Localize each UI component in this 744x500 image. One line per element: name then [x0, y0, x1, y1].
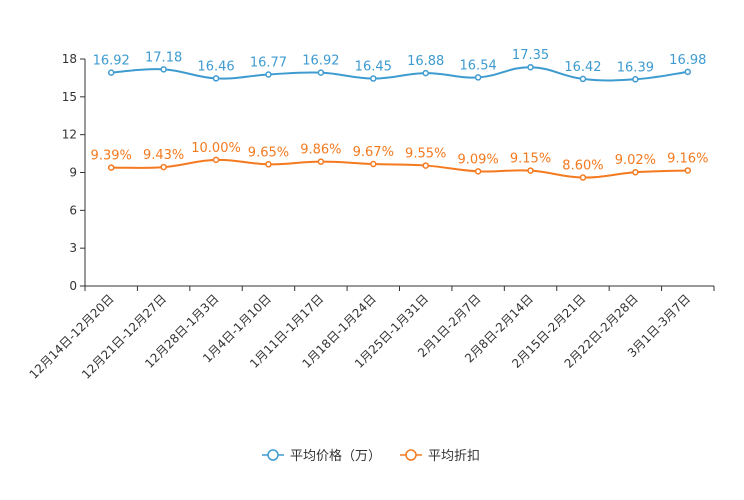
data-label: 9.86% [300, 143, 341, 158]
data-point [684, 68, 692, 76]
y-tick-label: 6 [69, 203, 77, 217]
data-point [527, 167, 534, 174]
data-label: 10.00% [191, 141, 241, 156]
data-label: 17.18 [145, 50, 182, 65]
legend-item-avg-discount: 平均折扣 [400, 449, 480, 464]
data-point [212, 156, 220, 164]
data-label: 9.67% [353, 145, 394, 160]
data-point [632, 168, 639, 176]
data-point [107, 164, 115, 171]
data-point [317, 158, 325, 165]
data-point [265, 161, 272, 168]
data-label: 9.65% [248, 145, 289, 160]
data-label: 16.88 [407, 54, 444, 69]
y-tick-label: 0 [69, 279, 77, 293]
data-label: 16.54 [460, 58, 497, 73]
series-line [111, 66, 688, 82]
data-label: 9.39% [91, 149, 132, 164]
y-tick-label: 3 [69, 241, 77, 255]
x-tick-label: 12月14日-12月20日 [27, 292, 117, 382]
legend-item-avg-price: 平均价格（万） [262, 448, 381, 464]
data-label: 9.02% [615, 153, 656, 168]
data-point [160, 163, 167, 171]
legend: 平均价格（万） 平均折扣 [262, 448, 480, 464]
data-point [160, 66, 167, 73]
data-label: 16.39 [617, 60, 654, 75]
legend-label: 平均价格（万） [290, 448, 381, 464]
legend-marker-icon [267, 449, 279, 461]
y-tick-label: 9 [69, 166, 77, 180]
data-label: 16.42 [564, 60, 601, 75]
data-point [579, 174, 587, 181]
data-point [579, 75, 587, 83]
data-point [317, 69, 325, 76]
data-point [632, 76, 639, 83]
data-point [684, 167, 692, 174]
data-point [422, 69, 429, 77]
data-label: 16.92 [93, 54, 130, 69]
series-avg-price: 16.92 17.18 16.46 16.77 16.92 16.45 16.88 16.54… [93, 48, 706, 83]
data-label: 9.15% [510, 152, 551, 167]
data-point [370, 160, 377, 168]
y-tick-label: 15 [62, 90, 77, 104]
data-point [107, 69, 115, 76]
axes: 036912151812月14日-12月20日12月21日-12月27日12月2… [27, 52, 715, 382]
data-label: 17.35 [512, 48, 549, 63]
data-point [422, 162, 429, 169]
data-label: 9.43% [143, 148, 184, 163]
data-label: 9.55% [405, 147, 446, 162]
data-label: 9.09% [457, 152, 498, 167]
data-label: 9.16% [667, 151, 708, 166]
data-point [474, 168, 482, 175]
data-point [370, 75, 377, 82]
series-avg-discount: 9.39% 9.43% 10.00% 9.65% 9.86% 9.67% 9.55% 9.09… [91, 141, 708, 181]
data-label: 16.46 [197, 59, 234, 74]
data-point [212, 75, 220, 82]
y-tick-label: 18 [62, 52, 77, 66]
data-point [265, 71, 272, 78]
legend-marker-icon [405, 449, 417, 461]
data-label: 16.92 [302, 54, 339, 69]
series-line [111, 158, 688, 179]
data-point [527, 63, 534, 71]
y-tick-label: 12 [62, 128, 77, 142]
data-label: 16.98 [669, 53, 706, 68]
data-point [474, 74, 482, 81]
series-layer: 16.92 17.18 16.46 16.77 16.92 16.45 16.88 16.54… [91, 48, 708, 181]
data-label: 16.45 [355, 60, 392, 75]
data-label: 8.60% [562, 159, 603, 174]
data-label: 16.77 [250, 56, 287, 71]
legend-label: 平均折扣 [428, 449, 480, 464]
